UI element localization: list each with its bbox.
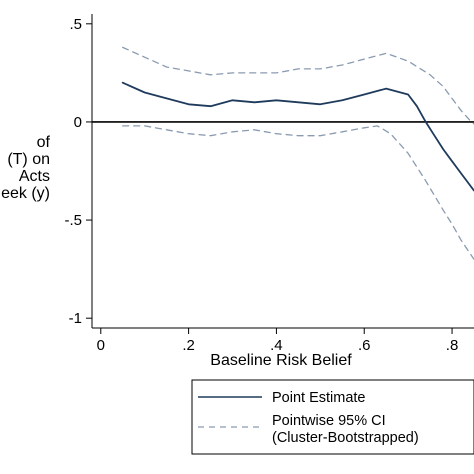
- x-axis-title: Baseline Risk Belief: [210, 352, 352, 369]
- x-tick-label: 0: [97, 337, 105, 354]
- y-axis-ticks: .5 0 -.5 -1: [64, 16, 92, 327]
- x-tick-label: .2: [182, 337, 195, 354]
- point-estimate-line: [121, 81, 474, 192]
- ci-upper-line: [122, 46, 474, 125]
- series-lines: [121, 46, 474, 260]
- y-tick-label: -.5: [64, 212, 82, 229]
- legend-label-point-estimate: Point Estimate: [272, 390, 366, 406]
- legend-label-ci: Pointwise 95% CI: [272, 413, 386, 429]
- legend: Point Estimate Pointwise 95% CI (Cluster…: [191, 379, 474, 455]
- y-tick-label: -1: [69, 310, 82, 327]
- y-tick-label: .5: [69, 16, 82, 33]
- x-tick-label: .4: [270, 337, 283, 354]
- y-tick-label: 0: [74, 114, 82, 131]
- y-axis-title-line: (T) on: [7, 151, 50, 168]
- x-tick-label: .6: [358, 337, 371, 354]
- ci-lower-line: [122, 125, 474, 260]
- y-axis-title-line: of: [37, 134, 51, 151]
- x-tick-label: .8: [446, 337, 459, 354]
- plot-area: .5 0 -.5 -1 0 .2 .4 .6 .8: [64, 14, 474, 354]
- y-axis-title-line: Acts: [19, 168, 50, 185]
- legend-label-ci-line2: (Cluster-Bootstrapped): [272, 430, 419, 446]
- y-axis-title-line: eek (y): [1, 185, 50, 202]
- x-axis-ticks: 0 .2 .4 .6 .8: [97, 328, 459, 354]
- legend-box: [191, 379, 474, 455]
